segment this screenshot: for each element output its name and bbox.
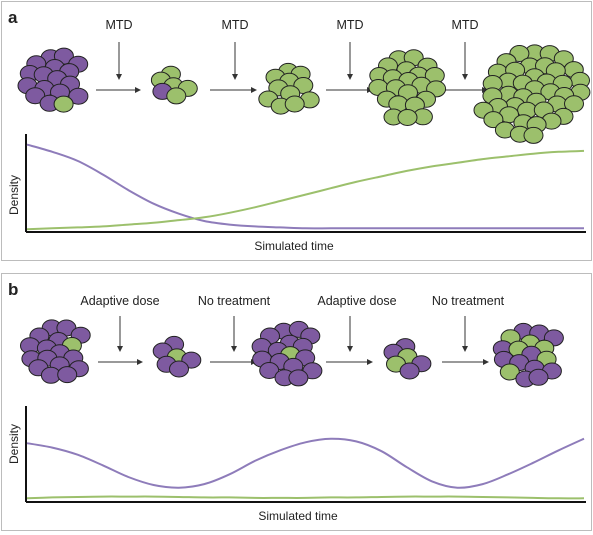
panel-b-label: b — [8, 280, 18, 299]
cell-cluster-a-3 — [258, 62, 320, 115]
x-axis-label: Simulated time — [258, 509, 338, 523]
sensitive-cell — [57, 366, 78, 384]
step-label-a-3: MTD — [336, 18, 363, 32]
panel-b: b Adaptive dose No treatment Adaptive do… — [1, 273, 592, 531]
step-marker-b-4: No treatment — [432, 294, 505, 352]
density-line-sensitive — [26, 437, 585, 489]
y-axis-label: Density — [7, 424, 21, 464]
sensitive-cell — [528, 368, 549, 386]
panel-a-figure: a MTD MTD MTD MTD — [7, 8, 591, 253]
arrow-head — [117, 346, 123, 352]
step-label-a-2: MTD — [221, 18, 248, 32]
y-axis-label: Density — [7, 175, 21, 215]
cell-cluster-a-5 — [473, 44, 591, 144]
arrow-head — [347, 346, 353, 352]
sensitive-cell — [399, 362, 420, 380]
step-marker-b-1: Adaptive dose — [80, 294, 160, 352]
resistant-cell — [53, 95, 74, 113]
panel-a: a MTD MTD MTD MTD — [1, 1, 592, 261]
sensitive-cell — [25, 87, 46, 105]
flow-arrow-b-3 — [326, 359, 373, 365]
flow-arrow-b-1 — [98, 359, 143, 365]
density-plot-b: Density Simulated time — [7, 406, 586, 523]
arrow-head — [462, 74, 468, 80]
step-marker-a-4: MTD — [451, 18, 479, 80]
resistant-cell — [564, 95, 584, 113]
density-line-resistant — [26, 495, 585, 500]
step-label-a-4: MTD — [451, 18, 478, 32]
step-label-b-4: No treatment — [432, 294, 505, 308]
step-label-b-2: No treatment — [198, 294, 271, 308]
step-marker-b-2: No treatment — [198, 294, 271, 352]
x-axis-label: Simulated time — [254, 239, 334, 253]
sensitive-cell — [169, 360, 189, 378]
density-line-sensitive — [26, 143, 584, 230]
step-marker-b-3: Adaptive dose — [317, 294, 397, 352]
cell-cluster-b-1 — [20, 319, 91, 384]
density-plot-a: Density Simulated time — [7, 134, 586, 253]
step-marker-a-2: MTD — [221, 18, 249, 80]
arrow-head — [462, 346, 468, 352]
step-marker-a-1: MTD — [105, 18, 133, 80]
cell-cluster-a-1 — [17, 47, 89, 113]
flow-arrow-a-4 — [442, 87, 488, 93]
resistant-cell — [523, 126, 544, 144]
flow-arrow-a-3 — [326, 87, 373, 93]
step-label-b-3: Adaptive dose — [317, 294, 396, 308]
resistant-cell — [284, 95, 305, 113]
resistant-cell — [166, 87, 187, 105]
step-marker-a-3: MTD — [336, 18, 364, 80]
density-line-resistant — [26, 149, 585, 231]
flow-arrow-a-2 — [210, 87, 257, 93]
cell-cluster-b-5 — [492, 322, 564, 388]
resistant-cell — [499, 363, 520, 381]
flow-arrow-b-2 — [210, 359, 257, 365]
arrow-head — [231, 346, 237, 352]
arrow-head — [347, 74, 353, 80]
panel-b-figure: b Adaptive dose No treatment Adaptive do… — [7, 280, 586, 523]
step-label-b-1: Adaptive dose — [80, 294, 159, 308]
flow-arrow-b-4 — [442, 359, 489, 365]
flow-arrow-a-1 — [96, 87, 141, 93]
arrow-head — [116, 74, 122, 80]
sensitive-cell — [288, 369, 309, 387]
panel-a-label: a — [8, 8, 18, 27]
resistant-cell — [483, 111, 504, 129]
step-label-a-1: MTD — [105, 18, 132, 32]
arrow-head — [232, 74, 238, 80]
cell-cluster-a-2 — [150, 65, 198, 105]
cell-cluster-b-3 — [251, 320, 323, 387]
resistant-cell — [397, 109, 418, 126]
cell-cluster-a-4 — [368, 49, 447, 126]
sensitive-cell — [68, 87, 89, 105]
cell-cluster-b-4 — [383, 338, 432, 380]
cell-cluster-b-2 — [152, 335, 202, 378]
sensitive-cell — [259, 362, 280, 379]
